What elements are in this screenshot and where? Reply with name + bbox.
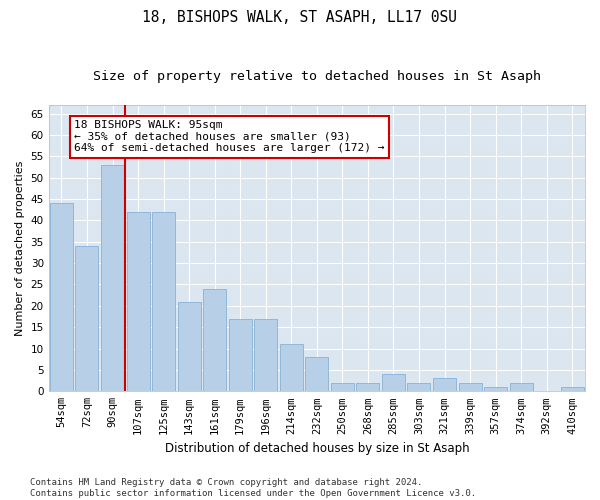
Bar xyxy=(229,318,252,392)
Text: Contains HM Land Registry data © Crown copyright and database right 2024.
Contai: Contains HM Land Registry data © Crown c… xyxy=(30,478,476,498)
Bar xyxy=(382,374,405,392)
Bar xyxy=(127,212,149,392)
Bar xyxy=(280,344,303,392)
Text: 18, BISHOPS WALK, ST ASAPH, LL17 0SU: 18, BISHOPS WALK, ST ASAPH, LL17 0SU xyxy=(143,10,458,25)
Bar xyxy=(509,383,533,392)
Title: Size of property relative to detached houses in St Asaph: Size of property relative to detached ho… xyxy=(93,70,541,83)
Bar xyxy=(50,204,73,392)
Bar xyxy=(561,387,584,392)
Bar xyxy=(356,383,379,392)
Bar xyxy=(407,383,430,392)
Bar xyxy=(76,246,98,392)
Bar xyxy=(305,357,328,392)
Bar xyxy=(331,383,354,392)
Bar xyxy=(178,302,200,392)
Bar xyxy=(101,165,124,392)
Bar xyxy=(484,387,507,392)
Bar xyxy=(152,212,175,392)
X-axis label: Distribution of detached houses by size in St Asaph: Distribution of detached houses by size … xyxy=(164,442,469,455)
Text: 18 BISHOPS WALK: 95sqm
← 35% of detached houses are smaller (93)
64% of semi-det: 18 BISHOPS WALK: 95sqm ← 35% of detached… xyxy=(74,120,385,153)
Bar xyxy=(254,318,277,392)
Bar xyxy=(433,378,456,392)
Bar xyxy=(203,288,226,392)
Bar xyxy=(458,383,482,392)
Y-axis label: Number of detached properties: Number of detached properties xyxy=(15,160,25,336)
